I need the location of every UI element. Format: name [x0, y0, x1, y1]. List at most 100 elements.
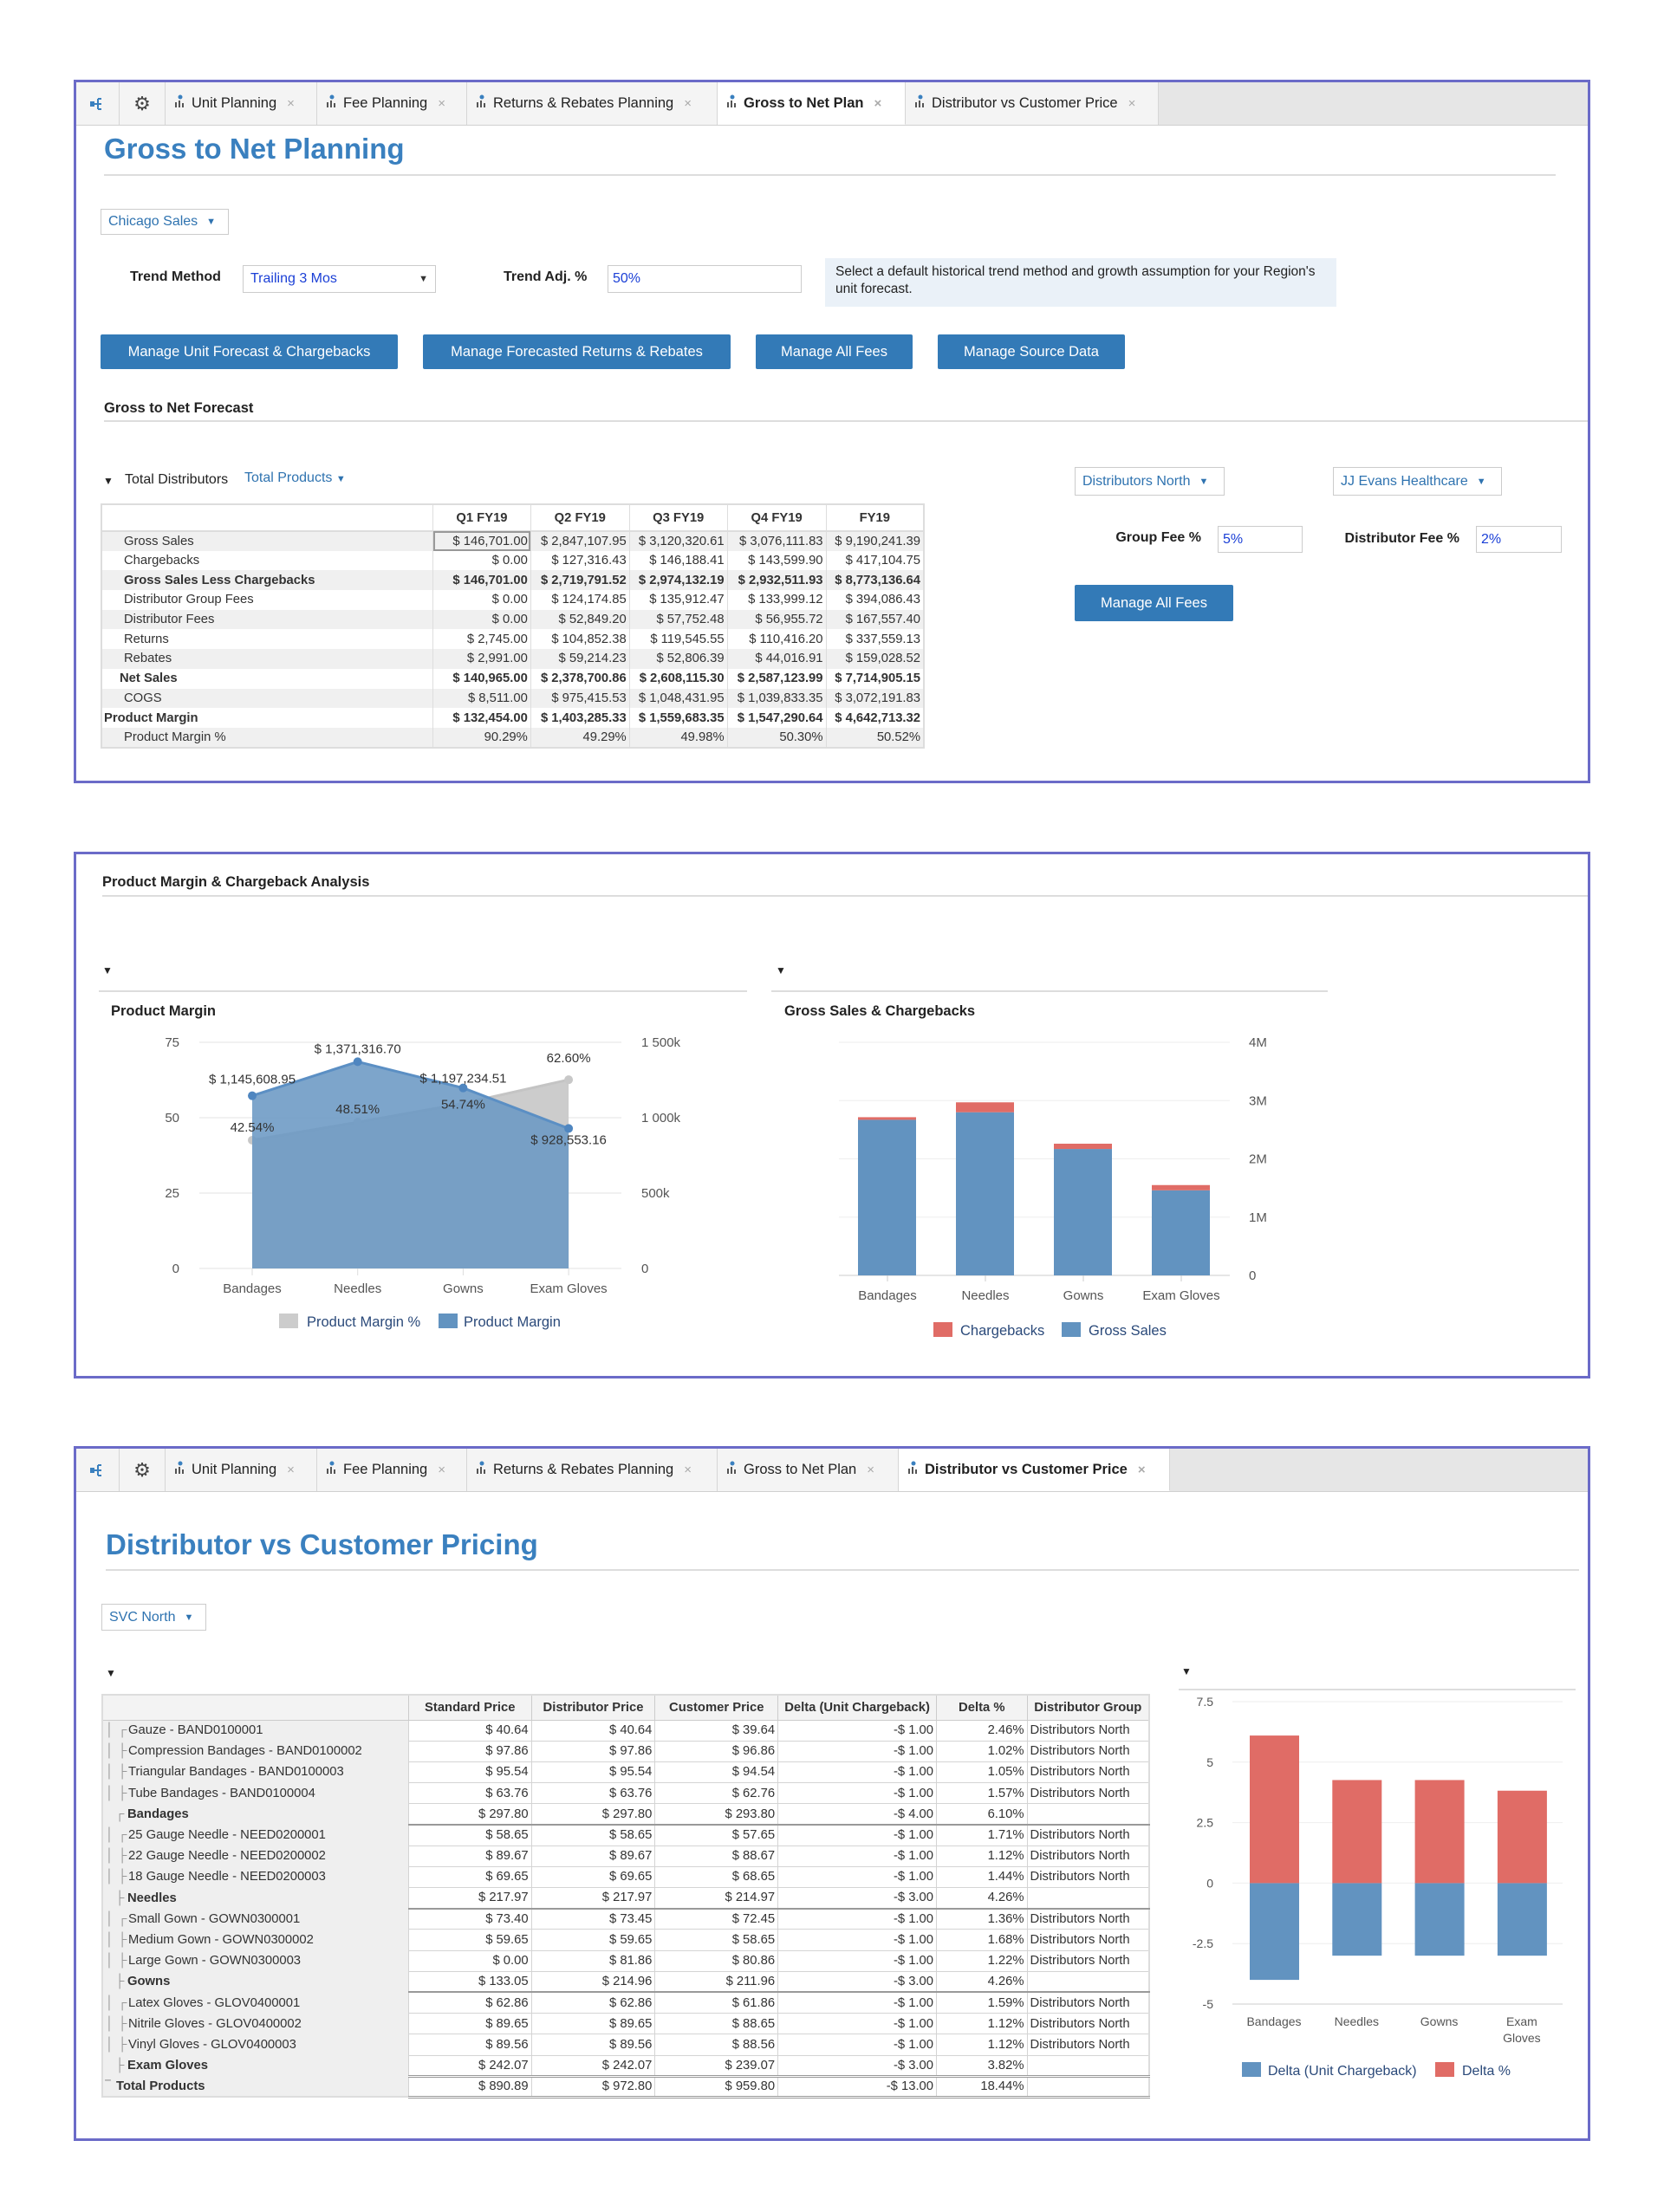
- table-cell[interactable]: 1.12%: [936, 2013, 1028, 2035]
- table-cell[interactable]: -$ 1.00: [777, 1719, 938, 1742]
- table-cell[interactable]: $ 58.65: [530, 1824, 656, 1846]
- table-cell[interactable]: 50.52%: [825, 727, 924, 748]
- table-cell[interactable]: $ 2,608,115.30: [628, 668, 728, 689]
- table-cell[interactable]: Distributors North: [1026, 1845, 1150, 1867]
- table-cell[interactable]: $ 133,999.12: [726, 590, 827, 610]
- table-cell[interactable]: -$ 1.00: [777, 1782, 938, 1805]
- product-margin-point[interactable]: [458, 1083, 468, 1093]
- delta-pct-bar[interactable]: [1497, 1790, 1547, 1884]
- table-cell[interactable]: $ 0.00: [432, 590, 531, 610]
- table-cell[interactable]: 1.57%: [936, 1782, 1028, 1805]
- region-dropdown[interactable]: SVC North ▼: [101, 1604, 206, 1631]
- table-cell[interactable]: $ 73.40: [407, 1908, 532, 1930]
- table-cell[interactable]: $ 1,048,431.95: [628, 688, 728, 709]
- table-cell[interactable]: -$ 1.00: [777, 2013, 938, 2035]
- table-cell[interactable]: $ 8,773,136.64: [825, 570, 924, 591]
- tree-view-icon[interactable]: [76, 1449, 120, 1491]
- close-tab-icon[interactable]: ×: [874, 95, 882, 111]
- delta-unit-chargeback-bar[interactable]: [1414, 1883, 1465, 1956]
- table-cell[interactable]: $ 1,547,290.64: [726, 708, 827, 728]
- manage-source-data-button[interactable]: Manage Source Data: [938, 334, 1125, 369]
- table-cell[interactable]: 1.12%: [936, 2034, 1028, 2056]
- table-cell[interactable]: 18.44%: [936, 2074, 1028, 2098]
- table-cell[interactable]: 1.02%: [936, 1740, 1028, 1762]
- table-cell[interactable]: Distributors North: [1026, 1782, 1150, 1805]
- table-cell[interactable]: 1.36%: [936, 1908, 1028, 1930]
- product-margin-point[interactable]: [248, 1091, 257, 1100]
- table-cell[interactable]: $ 62.86: [530, 1991, 656, 2014]
- table-cell[interactable]: $ 119,545.55: [628, 629, 728, 650]
- close-tab-icon[interactable]: ×: [438, 1463, 446, 1477]
- table-cell[interactable]: Distributors North: [1026, 1824, 1150, 1846]
- table-cell[interactable]: $ 3,072,191.83: [825, 688, 924, 709]
- table-cell[interactable]: $ 214.96: [530, 1970, 656, 1994]
- tab-returns-rebates-planning[interactable]: Returns & Rebates Planning ×: [467, 1449, 718, 1491]
- table-cell[interactable]: 1.44%: [936, 1865, 1028, 1889]
- table-cell[interactable]: $ 94.54: [654, 1761, 779, 1784]
- table-cell[interactable]: Distributors North: [1026, 1740, 1150, 1762]
- table-cell[interactable]: $ 89.65: [530, 2013, 656, 2035]
- table-cell[interactable]: $ 217.97: [407, 1886, 532, 1910]
- table-cell[interactable]: $ 242.07: [407, 2054, 532, 2078]
- close-tab-icon[interactable]: ×: [438, 96, 446, 111]
- tree-view-icon[interactable]: [76, 82, 120, 125]
- table-cell[interactable]: $ 242.07: [530, 2054, 656, 2078]
- table-cell[interactable]: $ 96.86: [654, 1740, 779, 1762]
- delta-pct-bar[interactable]: [1250, 1735, 1299, 1884]
- table-cell[interactable]: -$ 1.00: [777, 1845, 938, 1867]
- table-cell[interactable]: $ 394,086.43: [825, 590, 924, 610]
- table-cell[interactable]: $ 2,991.00: [432, 649, 531, 669]
- table-cell[interactable]: $ 127,316.43: [530, 550, 630, 571]
- table-cell[interactable]: $ 214.97: [654, 1886, 779, 1910]
- delta-pct-bar[interactable]: [1414, 1780, 1465, 1884]
- table-cell[interactable]: $ 143,599.90: [726, 550, 827, 571]
- chart-menu-caret-icon[interactable]: ▼: [102, 964, 113, 976]
- table-cell[interactable]: $ 133.05: [407, 1970, 532, 1994]
- table-cell[interactable]: $ 57.65: [654, 1824, 779, 1846]
- table-cell[interactable]: Distributors North: [1026, 1991, 1150, 2014]
- table-cell[interactable]: $ 0.00: [432, 609, 531, 630]
- table-cell[interactable]: $ 2,719,791.52: [530, 570, 630, 591]
- table-cell[interactable]: $ 61.86: [654, 1991, 779, 2014]
- chargebacks-bar[interactable]: [1054, 1144, 1112, 1150]
- close-tab-icon[interactable]: ×: [684, 96, 692, 111]
- table-cell[interactable]: $ 72.45: [654, 1908, 779, 1930]
- tab-gross-to-net-plan[interactable]: Gross to Net Plan ×: [718, 1449, 899, 1491]
- table-cell[interactable]: $ 73.45: [530, 1908, 656, 1930]
- table-cell[interactable]: [1026, 2074, 1150, 2098]
- table-cell[interactable]: 49.98%: [628, 727, 728, 748]
- delta-unit-chargeback-bar[interactable]: [1497, 1883, 1547, 1956]
- table-cell[interactable]: $ 2,745.00: [432, 629, 531, 650]
- table-cell[interactable]: $ 293.80: [654, 1803, 779, 1826]
- table-cell[interactable]: $ 89.56: [407, 2034, 532, 2056]
- table-cell[interactable]: $ 59.65: [530, 1929, 656, 1951]
- table-cell[interactable]: -$ 3.00: [777, 1886, 938, 1910]
- table-cell[interactable]: -$ 1.00: [777, 1908, 938, 1930]
- table-cell[interactable]: 6.10%: [936, 1803, 1028, 1826]
- table-cell[interactable]: -$ 3.00: [777, 1970, 938, 1994]
- table-cell[interactable]: $ 81.86: [530, 1949, 656, 1972]
- table-cell[interactable]: $ 8,511.00: [432, 688, 531, 709]
- table-cell[interactable]: $ 417,104.75: [825, 550, 924, 571]
- table-cell[interactable]: $ 68.65: [654, 1865, 779, 1889]
- table-cell[interactable]: 1.59%: [936, 1991, 1028, 2014]
- table-cell[interactable]: -$ 1.00: [777, 2034, 938, 2056]
- chargebacks-bar[interactable]: [858, 1117, 916, 1120]
- table-cell[interactable]: $ 62.86: [407, 1991, 532, 2014]
- tab-fee-planning[interactable]: Fee Planning ×: [317, 82, 467, 125]
- table-cell[interactable]: -$ 13.00: [777, 2074, 938, 2098]
- delta-unit-chargeback-bar[interactable]: [1332, 1883, 1382, 1956]
- collapse-caret-icon[interactable]: ▼: [106, 1667, 116, 1679]
- table-cell[interactable]: $ 2,378,700.86: [530, 668, 630, 689]
- trend-method-select[interactable]: Trailing 3 Mos ▼: [243, 265, 436, 293]
- region-dropdown[interactable]: Chicago Sales ▼: [101, 209, 229, 235]
- collapse-caret-icon[interactable]: ▼: [103, 475, 114, 487]
- distributor-group-dropdown[interactable]: Distributors North ▼: [1075, 467, 1225, 496]
- manage-returns-rebates-button[interactable]: Manage Forecasted Returns & Rebates: [423, 334, 731, 369]
- manage-unit-forecast-button[interactable]: Manage Unit Forecast & Chargebacks: [101, 334, 398, 369]
- table-cell[interactable]: $ 159,028.52: [825, 649, 924, 669]
- table-cell[interactable]: $ 59.65: [407, 1929, 532, 1951]
- product-margin-point[interactable]: [353, 1057, 362, 1067]
- chart-menu-caret-icon[interactable]: ▼: [1181, 1665, 1192, 1677]
- table-cell[interactable]: Distributors North: [1026, 1908, 1150, 1930]
